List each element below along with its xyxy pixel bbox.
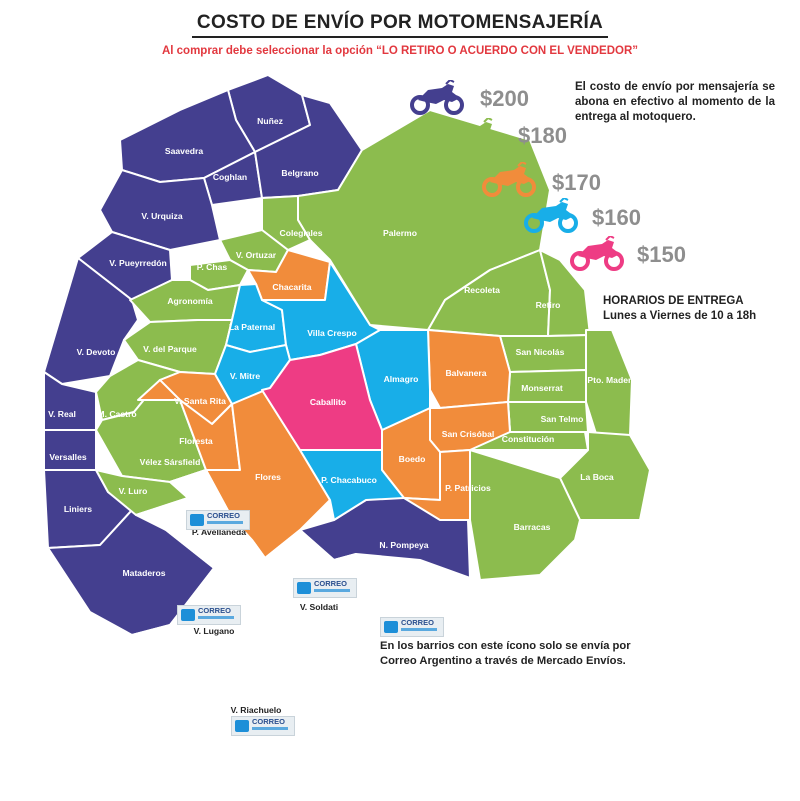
correo-note: En los barrios con este ícono solo se en…: [380, 639, 631, 669]
motorcycle-icon-200: [410, 80, 464, 115]
label-la-boca: La Boca: [580, 472, 614, 482]
label-v-santa-rita: V. Santa Rita: [174, 396, 226, 406]
correo-note-line1: En los barrios con este ícono solo se en…: [380, 640, 631, 652]
label-coghlan: Coghlan: [213, 172, 247, 182]
region-versalles: [43, 429, 97, 471]
page-subtitle: Al comprar debe seleccionar la opción “L…: [161, 45, 639, 57]
label-p-patricios: P. Patricios: [445, 483, 491, 493]
hours-detail: Lunes a Viernes de 10 a 18h: [603, 310, 757, 322]
region-v-real: [43, 371, 97, 431]
label-villa-crespo: Villa Crespo: [307, 328, 357, 338]
label-san-crisobal: San Crisóbal: [442, 429, 495, 439]
region-caballito: [261, 343, 383, 451]
label-n-pompeya: N. Pompeya: [379, 540, 428, 550]
label-monserrat: Monserrat: [521, 383, 563, 393]
motorcycle-icon-170: [482, 162, 536, 197]
label-p-chas: P. Chas: [197, 262, 228, 272]
label-v-del-parque: V. del Parque: [143, 344, 197, 354]
label-v-pueyrredon: V. Pueyrredón: [109, 258, 166, 268]
correo-argentino-logo: CORREO: [177, 605, 241, 625]
label-p-chacabuco: P. Chacabuco: [321, 475, 377, 485]
label-boedo: Boedo: [399, 454, 426, 464]
label-v-ortuzar: V. Ortuzar: [236, 250, 277, 260]
label-v-lugano: V. Lugano: [194, 626, 235, 636]
label-v-devoto: V. Devoto: [77, 347, 116, 357]
region-v-riachuelo: [199, 659, 321, 751]
label-retiro: Retiro: [536, 300, 561, 310]
price-180: $180: [518, 123, 567, 148]
correo-argentino-logo: CORREO: [186, 510, 250, 530]
label-nunez: Nuñez: [257, 116, 283, 126]
label-v-urquiza: V. Urquiza: [141, 211, 182, 221]
motorcycle-icon-160: [524, 198, 578, 233]
motorcycle-icon-150: [570, 236, 624, 271]
label-san-telmo: San Telmo: [541, 414, 584, 424]
region-v-mitre: [214, 344, 291, 405]
label-san-nicolas: San Nicolás: [516, 347, 565, 357]
label-flores: Flores: [255, 472, 281, 482]
label-colegiales: Colegiales: [280, 228, 323, 238]
motorcycle-icon-180: [448, 118, 502, 153]
hours-title: HORARIOS DE ENTREGA: [603, 295, 744, 307]
correo-argentino-logo: CORREO: [231, 716, 295, 736]
label-caballito: Caballito: [310, 397, 346, 407]
label-mataderos: Mataderos: [123, 568, 166, 578]
price-160: $160: [592, 205, 641, 230]
label-v-mitre: V. Mitre: [230, 371, 260, 381]
correo-argentino-logo: CORREO: [293, 578, 357, 598]
label-velez-sarsfield: Vélez Sársfield: [140, 457, 201, 467]
region-v-devoto: [43, 257, 139, 385]
delivery-hours: HORARIOS DE ENTREGA Lunes a Viernes de 1…: [603, 294, 756, 324]
label-recoleta: Recoleta: [464, 285, 500, 295]
label-chacarita: Chacarita: [272, 282, 311, 292]
label-floresta: Floresta: [179, 436, 213, 446]
label-versalles: Versalles: [49, 452, 86, 462]
correo-note-line2: Correo Argentino a través de Mercado Env…: [380, 655, 626, 667]
title-underline: [192, 36, 608, 38]
label-agronomia: Agronomía: [167, 296, 213, 306]
region-pto-madero: [585, 329, 633, 441]
label-saavedra: Saavedra: [165, 146, 203, 156]
label-pto-madero: Pto. Madero: [587, 375, 636, 385]
label-v-luro: V. Luro: [119, 486, 148, 496]
label-almagro: Almagro: [384, 374, 419, 384]
label-v-real: V. Real: [48, 409, 76, 419]
label-barracas: Barracas: [514, 522, 551, 532]
label-m-castro: M. Castro: [97, 409, 136, 419]
price-150: $150: [637, 242, 686, 267]
label-la-paternal: La Paternal: [229, 322, 275, 332]
region-p-chacabuco: [299, 449, 405, 521]
page-title: COSTO DE ENVÍO POR MOTOMENSAJERÍA: [196, 12, 604, 33]
label-constitucion: Constitución: [502, 434, 555, 444]
price-200: $200: [480, 86, 529, 111]
label-v-soldati: V. Soldati: [300, 602, 338, 612]
price-170: $170: [552, 170, 601, 195]
label-p-avellaneda: P. Avellaneda: [192, 527, 246, 537]
region-barracas: [469, 449, 581, 581]
label-balvanera: Balvanera: [445, 368, 486, 378]
label-liniers: Liniers: [64, 504, 92, 514]
label-palermo: Palermo: [383, 228, 417, 238]
region-la-boca: [559, 431, 651, 521]
label-belgrano: Belgrano: [281, 168, 318, 178]
label-v-riachuelo: V. Riachuelo: [231, 705, 282, 715]
region-p-patricios: [403, 449, 471, 521]
payment-note: El costo de envío por mensajería se abon…: [575, 81, 775, 123]
correo-argentino-logo-legend: CORREO: [380, 617, 444, 637]
